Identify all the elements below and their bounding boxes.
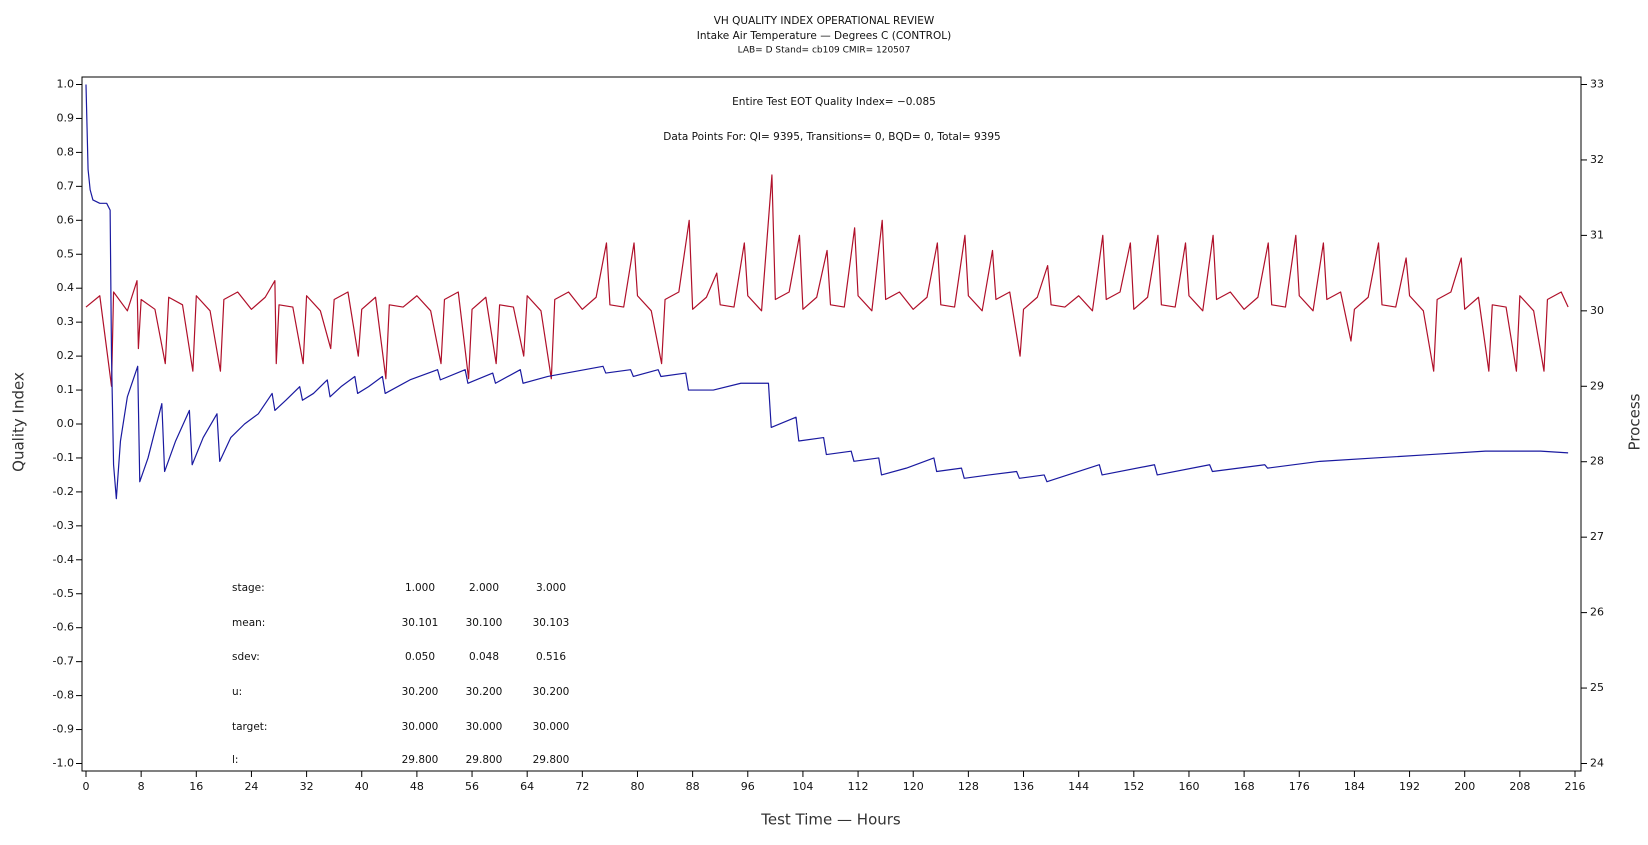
- x-tick-label: 32: [300, 780, 314, 793]
- stats-label: stage:: [232, 582, 265, 594]
- y2-tick-label: 26: [1590, 606, 1604, 619]
- x-tick-label: 136: [1013, 780, 1034, 793]
- y-tick-label: -0.3: [53, 519, 74, 532]
- series-line: [85, 84, 1569, 500]
- y-tick-label: -0.5: [53, 587, 74, 600]
- y-tick-label: -0.7: [53, 655, 74, 668]
- x-tick-label: 208: [1509, 780, 1530, 793]
- chart-title: VH QUALITY INDEX OPERATIONAL REVIEW: [714, 15, 935, 27]
- x-tick-label: 160: [1178, 780, 1199, 793]
- x-tick-label: 0: [83, 780, 90, 793]
- y2-tick-label: 32: [1590, 153, 1604, 166]
- stats-label: target:: [232, 721, 267, 733]
- y-tick-label: 0.0: [57, 417, 75, 430]
- x-tick-label: 64: [520, 780, 534, 793]
- y-tick-label: 0.3: [57, 315, 75, 328]
- y-tick-label: 0.2: [57, 349, 75, 362]
- x-tick-label: 104: [792, 780, 813, 793]
- stats-value: 30.103: [533, 617, 570, 629]
- y-tick-label: -1.0: [53, 757, 74, 770]
- y2-tick-label: 25: [1590, 681, 1604, 694]
- y2-tick-label: 28: [1590, 455, 1604, 468]
- x-tick-label: 8: [138, 780, 145, 793]
- x-tick-label: 144: [1068, 780, 1089, 793]
- x-tick-label: 112: [848, 780, 869, 793]
- stats-label: u:: [232, 686, 242, 698]
- x-tick-label: 56: [465, 780, 479, 793]
- y-tick-label: -0.9: [53, 723, 74, 736]
- x-tick-label: 168: [1234, 780, 1255, 793]
- x-tick-label: 216: [1565, 780, 1586, 793]
- y-tick-label: 0.8: [57, 145, 75, 158]
- stats-value: 0.516: [536, 651, 566, 663]
- stats-value: 30.200: [533, 686, 570, 698]
- y-tick-label: -0.6: [53, 621, 74, 634]
- stats-value: 29.800: [466, 754, 503, 766]
- x-tick-label: 176: [1289, 780, 1310, 793]
- annotation: Data Points For: QI= 9395, Transitions= …: [663, 131, 1000, 143]
- x-tick-label: 128: [958, 780, 979, 793]
- x-tick-label: 96: [741, 780, 755, 793]
- stats-value: 30.100: [466, 617, 503, 629]
- y-tick-label: 0.5: [57, 247, 75, 260]
- x-tick-label: 48: [410, 780, 424, 793]
- stats-value: 30.000: [533, 721, 570, 733]
- x-tick-label: 120: [903, 780, 924, 793]
- stats-label: l:: [232, 754, 238, 766]
- series-line: [85, 174, 1569, 387]
- annotation: Entire Test EOT Quality Index= −0.085: [732, 96, 936, 108]
- x-tick-label: 152: [1123, 780, 1144, 793]
- x-tick-label: 16: [189, 780, 203, 793]
- y-tick-label: 0.4: [57, 281, 75, 294]
- y2-tick-label: 29: [1590, 379, 1604, 392]
- x-tick-label: 184: [1344, 780, 1365, 793]
- y-axis-title: Quality Index: [10, 372, 28, 472]
- stats-value: 30.000: [466, 721, 503, 733]
- stats-value: 29.800: [402, 754, 439, 766]
- y2-tick-label: 30: [1590, 304, 1604, 317]
- stats-value: 1.000: [405, 582, 435, 594]
- stats-value: 29.800: [533, 754, 570, 766]
- y-tick-label: 0.6: [57, 213, 75, 226]
- stats-value: 30.200: [402, 686, 439, 698]
- stats-label: sdev:: [232, 651, 260, 663]
- stats-value: 30.101: [402, 617, 439, 629]
- stats-value: 30.200: [466, 686, 503, 698]
- y-tick-label: 0.1: [57, 383, 75, 396]
- y2-tick-label: 27: [1590, 530, 1604, 543]
- stats-value: 0.048: [469, 651, 499, 663]
- y2-axis-title: Process: [1626, 393, 1644, 450]
- stats-value: 2.000: [469, 582, 499, 594]
- stats-value: 3.000: [536, 582, 566, 594]
- y2-tick-label: 33: [1590, 78, 1604, 91]
- y-tick-label: 0.7: [57, 179, 75, 192]
- chart-subtitle-2: LAB= D Stand= cb109 CMIR= 120507: [738, 46, 911, 56]
- x-tick-label: 24: [244, 780, 258, 793]
- y-tick-label: -0.4: [53, 553, 74, 566]
- x-tick-label: 72: [575, 780, 589, 793]
- x-tick-label: 200: [1454, 780, 1475, 793]
- x-tick-label: 88: [686, 780, 700, 793]
- x-tick-label: 40: [355, 780, 369, 793]
- stats-value: 30.000: [402, 721, 439, 733]
- stats-label: mean:: [232, 617, 265, 629]
- y-tick-label: 0.9: [57, 111, 75, 124]
- y-tick-label: -0.1: [53, 451, 74, 464]
- x-axis-title: Test Time — Hours: [760, 811, 901, 829]
- x-tick-label: 192: [1399, 780, 1420, 793]
- y2-tick-label: 24: [1590, 757, 1604, 770]
- stats-value: 0.050: [405, 651, 435, 663]
- y-tick-label: 1.0: [57, 78, 75, 91]
- x-tick-label: 80: [630, 780, 644, 793]
- y-tick-label: -0.8: [53, 689, 74, 702]
- y-tick-label: -0.2: [53, 485, 74, 498]
- y2-tick-label: 31: [1590, 228, 1604, 241]
- chart-subtitle: Intake Air Temperature — Degrees C (CONT…: [697, 30, 951, 42]
